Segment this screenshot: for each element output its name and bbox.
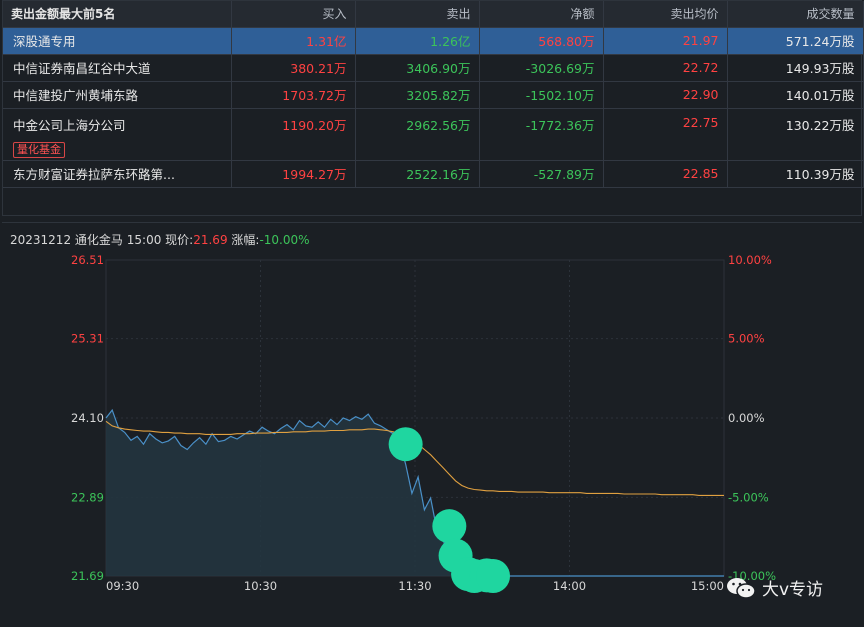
watermark: 大v专访 [726, 575, 823, 600]
seller-name: 东方财富证券拉萨东环路第... [3, 160, 232, 188]
avg-price: 22.90 [603, 81, 728, 109]
seller-name: 深股通专用 [3, 27, 232, 55]
sell-amount: 3205.82万 [355, 81, 480, 109]
table-row[interactable]: 中金公司上海分公司 量化基金 1190.20万 2962.56万 -1772.3… [3, 108, 864, 161]
price-label: 现价: [165, 233, 194, 247]
header-avg-price[interactable]: 卖出均价 [603, 1, 728, 28]
sell-amount: 3406.90万 [355, 54, 480, 82]
y-tick-label: 24.10 [71, 411, 104, 425]
net-amount: -1772.36万 [479, 108, 604, 161]
avg-price: 22.85 [603, 160, 728, 188]
pct-tick-label: -5.00% [728, 490, 769, 504]
net-amount: 568.80万 [479, 27, 604, 55]
price-area [106, 410, 724, 576]
x-tick-label: 09:30 [106, 579, 139, 593]
volume: 571.24万股 [727, 27, 864, 55]
watermark-text: 大v专访 [762, 580, 824, 600]
net-amount: -3026.69万 [479, 54, 604, 82]
table-header-row: 卖出金额最大前5名 买入 卖出 净额 卖出均价 成交数量 [3, 1, 864, 28]
header-volume[interactable]: 成交数量 [727, 1, 864, 28]
buy-amount: 1994.27万 [231, 160, 356, 188]
seller-name: 中信证券南昌红谷中大道 [3, 54, 232, 82]
intraday-chart-panel: 26.51 25.31 24.10 22.89 21.69 10.00% 5.00% 0.00… [2, 222, 862, 627]
wechat-icon [727, 577, 756, 599]
net-amount: -527.89万 [479, 160, 604, 188]
avg-price: 22.72 [603, 54, 728, 82]
x-tick-label: 10:30 [244, 579, 277, 593]
sell-amount: 2522.16万 [355, 160, 480, 188]
chart-header: 20231212 通化金马 15:00 现价:21.69 涨幅:-10.00% [10, 231, 310, 248]
change-label: 涨幅: [231, 233, 260, 247]
current-price: 21.69 [193, 233, 228, 247]
buy-amount: 1.31亿 [231, 27, 356, 55]
buy-amount: 1190.20万 [231, 108, 356, 161]
y-tick-label: 21.69 [71, 569, 104, 583]
intraday-chart[interactable]: 26.51 25.31 24.10 22.89 21.69 10.00% 5.00% 0.00… [2, 223, 862, 627]
table-row[interactable]: 中信建投广州黄埔东路 1703.72万 3205.82万 -1502.10万 2… [3, 81, 864, 109]
header-buy[interactable]: 买入 [231, 1, 356, 28]
pct-tick-label: 5.00% [728, 332, 765, 346]
seller-name-cell: 中金公司上海分公司 量化基金 [3, 108, 232, 161]
chart-time: 15:00 [126, 233, 162, 247]
trade-marker [476, 559, 511, 593]
y-tick-label: 26.51 [71, 253, 104, 267]
trade-marker [432, 509, 467, 544]
seller-name: 中信建投广州黄埔东路 [3, 81, 232, 109]
pct-tick-label: 0.00% [728, 411, 765, 425]
sell-amount: 1.26亿 [355, 27, 480, 55]
chart-date: 20231212 [10, 233, 72, 247]
price-line [105, 408, 724, 577]
pct-tick-label: 10.00% [728, 253, 772, 267]
volume: 110.39万股 [727, 160, 864, 188]
seller-name: 中金公司上海分公司 [13, 117, 126, 133]
avg-price: 22.75 [603, 108, 728, 161]
table-row[interactable]: 中信证券南昌红谷中大道 380.21万 3406.90万 -3026.69万 2… [3, 54, 864, 82]
stock-name: 通化金马 [74, 233, 123, 247]
trade-marker [388, 427, 423, 462]
y-tick-label: 22.89 [71, 490, 104, 504]
quant-fund-badge: 量化基金 [13, 141, 65, 158]
header-seller: 卖出金额最大前5名 [3, 1, 232, 28]
volume: 130.22万股 [727, 108, 864, 161]
y-tick-label: 25.31 [71, 332, 104, 346]
x-tick-label: 11:30 [398, 579, 431, 593]
top-sellers-table: 卖出金额最大前5名 买入 卖出 净额 卖出均价 成交数量 深股通专用 1.31亿… [2, 0, 864, 216]
table-row[interactable]: 东方财富证券拉萨东环路第... 1994.27万 2522.16万 -527.8… [3, 160, 864, 188]
x-tick-label: 15:00 [691, 579, 724, 593]
avg-price: 21.97 [603, 27, 728, 55]
buy-amount: 380.21万 [231, 54, 356, 82]
header-sell[interactable]: 卖出 [355, 1, 480, 28]
volume: 149.93万股 [727, 54, 864, 82]
buy-amount: 1703.72万 [231, 81, 356, 109]
volume: 140.01万股 [727, 81, 864, 109]
net-amount: -1502.10万 [479, 81, 604, 109]
change-percent: -10.00% [259, 233, 310, 247]
table-row[interactable]: 深股通专用 1.31亿 1.26亿 568.80万 21.97 571.24万股 [3, 27, 864, 55]
x-tick-label: 14:00 [553, 579, 586, 593]
header-net[interactable]: 净额 [479, 1, 604, 28]
sell-amount: 2962.56万 [355, 108, 480, 161]
